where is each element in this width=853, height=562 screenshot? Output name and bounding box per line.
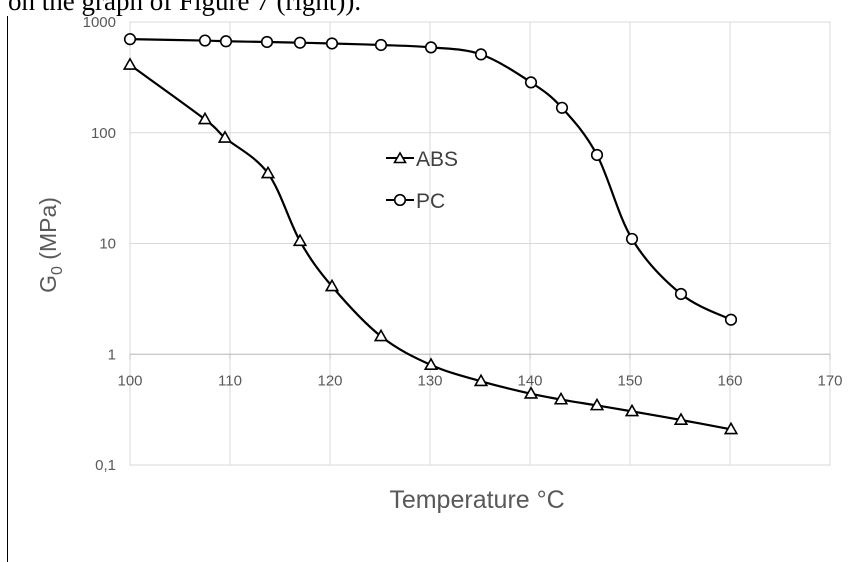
caption-text: on the graph of Figure 7 (right)). xyxy=(8,0,362,16)
data-point-abs xyxy=(723,421,739,435)
y-axis-title-main: G xyxy=(35,275,61,293)
x-tick-label: 110 xyxy=(218,372,242,389)
data-point-abs xyxy=(589,397,605,411)
data-point-pc xyxy=(590,148,604,162)
legend-pc-marker xyxy=(393,193,407,207)
y-axis-title-unit: (MPa) xyxy=(35,197,61,266)
data-point-pc xyxy=(260,35,274,49)
data-point-pc xyxy=(374,38,388,52)
x-axis-title: Temperature °C xyxy=(389,486,564,514)
data-point-abs xyxy=(523,386,539,399)
data-point-pc xyxy=(198,34,212,47)
y-axis-title: G0 (MPa) xyxy=(35,197,66,293)
y-tick-label: 10 xyxy=(99,236,116,253)
data-point-abs xyxy=(373,328,389,342)
data-point-abs xyxy=(624,403,640,417)
legend-pc-label: PC xyxy=(416,190,445,213)
x-tick-label: 140 xyxy=(517,372,542,389)
legend: ABS PC xyxy=(386,148,458,213)
y-axis-title-sub: 0 xyxy=(49,266,66,275)
data-point-abs xyxy=(292,233,308,247)
data-point-abs xyxy=(423,357,439,370)
data-point-abs xyxy=(324,278,340,292)
x-tick-label: 170 xyxy=(817,372,842,389)
data-point-abs xyxy=(197,111,213,125)
data-point-abs xyxy=(553,391,569,405)
data-point-pc xyxy=(724,313,738,326)
data-point-pc xyxy=(625,232,639,246)
data-point-pc xyxy=(555,101,569,114)
data-point-pc xyxy=(219,35,233,48)
series-layer xyxy=(122,33,739,435)
data-point-abs xyxy=(260,165,276,179)
data-point-pc xyxy=(424,41,438,54)
y-tick-label: 0,1 xyxy=(95,457,116,474)
data-point-abs xyxy=(122,57,138,70)
data-point-pc xyxy=(674,287,688,301)
x-tick-label: 120 xyxy=(317,372,342,389)
frame-border xyxy=(7,16,8,562)
x-tick-label: 160 xyxy=(717,372,742,389)
data-point-pc xyxy=(293,36,307,49)
data-point-abs xyxy=(673,412,689,425)
legend-abs-label: ABS xyxy=(416,148,458,171)
legend-item-pc: PC xyxy=(386,190,445,213)
data-point-pc xyxy=(474,48,488,61)
data-point-abs xyxy=(473,373,489,387)
gridlines xyxy=(129,21,831,466)
data-point-pc xyxy=(524,76,538,89)
data-point-pc xyxy=(123,33,137,46)
x-tick-label: 100 xyxy=(117,372,142,389)
axes xyxy=(129,353,831,360)
x-tick-label: 150 xyxy=(617,372,642,389)
y-tick-label: 100 xyxy=(91,125,116,142)
y-tick-label: 1 xyxy=(108,346,116,363)
x-tick-label: 130 xyxy=(417,372,442,389)
legend-item-abs: ABS xyxy=(386,148,458,171)
data-point-abs xyxy=(217,130,233,143)
y-tick-label: 1000 xyxy=(83,14,116,31)
legend-abs-marker xyxy=(393,151,407,164)
data-point-pc xyxy=(325,37,339,50)
